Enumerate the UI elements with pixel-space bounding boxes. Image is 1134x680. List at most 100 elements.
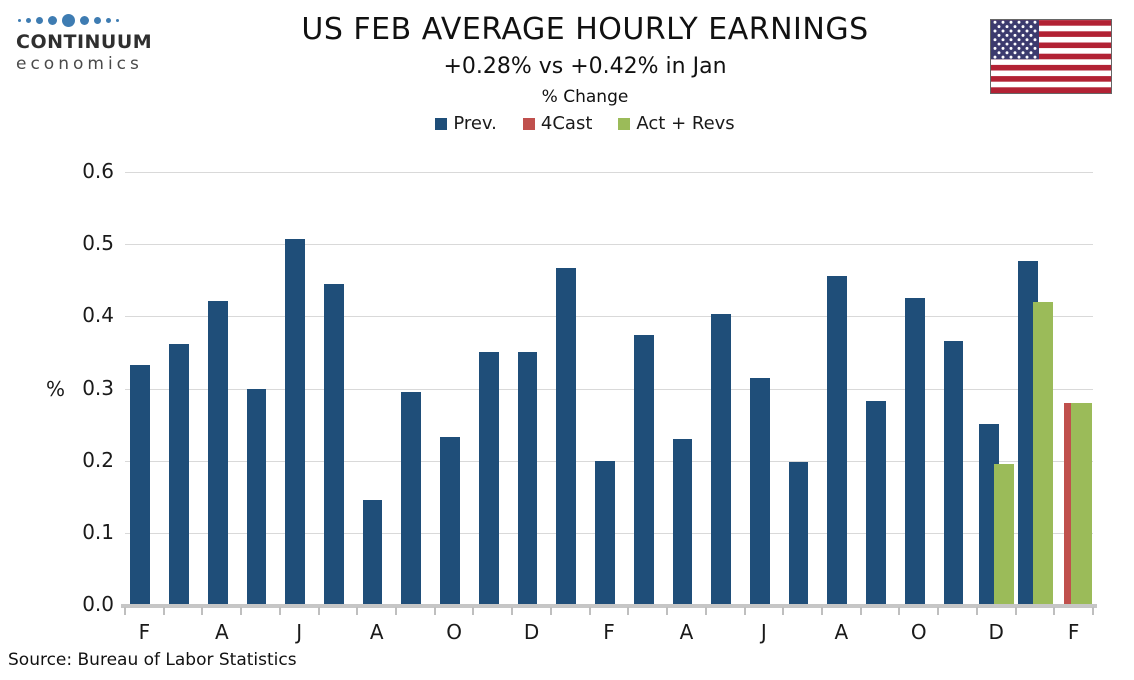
legend-item-4cast: 4Cast: [522, 113, 593, 134]
y-tick-label: 0.6: [82, 159, 114, 183]
bar-prev-17: [788, 462, 809, 605]
x-tick-label: A: [369, 620, 384, 644]
bar-prev-2: [207, 301, 228, 605]
x-tick-mark: [395, 607, 398, 615]
x-tick-mark: [743, 607, 746, 615]
x-tick-mark: [511, 607, 514, 615]
x-tick-mark: [666, 607, 669, 615]
bar-prev-5: [324, 283, 344, 605]
y-tick-label: 0.1: [82, 519, 114, 544]
x-tick-label: J: [760, 620, 767, 644]
y-axis-title: %: [46, 377, 66, 401]
x-tick-label: F: [1067, 620, 1080, 644]
x-tick-mark: [704, 607, 707, 615]
bar-prev-6: [362, 499, 383, 605]
bar-4cast-24: [1063, 402, 1071, 605]
gridline: [125, 244, 1093, 246]
bar-prev-4: [285, 239, 306, 605]
continuum-logo: CONTINUUM economics: [16, 12, 166, 74]
chart-header: US FEB AVERAGE HOURLY EARNINGS +0.28% vs…: [160, 12, 1010, 134]
bar-prev-13: [633, 335, 654, 605]
bar-act-22: [993, 463, 1015, 605]
legend-swatch-prev-icon: [435, 117, 448, 130]
bar-prev-19: [866, 400, 886, 605]
y-tick-label: 0.2: [82, 447, 114, 472]
x-tick-mark: [975, 607, 978, 615]
logo-dot: [48, 15, 57, 25]
x-tick-label: D: [523, 620, 540, 644]
bar-prev-3: [246, 388, 267, 605]
x-tick-mark: [317, 607, 320, 615]
x-tick-label: A: [834, 620, 849, 644]
source-note: Source: Bureau of Labor Statistics: [8, 650, 297, 670]
y-tick-label: 0.5: [82, 231, 114, 256]
bar-prev-20: [904, 298, 925, 605]
x-tick-mark: [782, 607, 785, 615]
bar-prev-11: [556, 267, 577, 605]
x-tick-label: J: [296, 620, 303, 644]
chart-subtitle: +0.28% vs +0.42% in Jan: [443, 54, 727, 79]
logo-dot: [18, 18, 21, 22]
x-tick-label: O: [446, 620, 462, 644]
x-tick-mark: [627, 607, 630, 615]
bar-prev-10: [517, 352, 538, 605]
logo-dot: [36, 16, 43, 24]
x-tick-mark: [1092, 607, 1094, 615]
legend-label-act-revs: Act + Revs: [636, 113, 735, 134]
x-tick-mark: [1053, 607, 1056, 615]
bar-prev-18: [827, 275, 848, 605]
bar-prev-8: [440, 436, 460, 605]
bar-prev-1: [169, 343, 189, 605]
x-tick-mark: [162, 607, 165, 615]
chart-title: US FEB AVERAGE HOURLY EARNINGS: [301, 12, 869, 47]
y-tick-label: 0.0: [82, 592, 114, 616]
x-tick-mark: [472, 607, 475, 615]
x-tick-mark: [898, 607, 901, 615]
y-tick-label: 0.3: [82, 375, 114, 400]
x-tick-mark: [240, 607, 243, 615]
legend-item-act-revs: Act + Revs: [618, 113, 735, 134]
bar-prev-16: [749, 378, 770, 605]
logo-name: CONTINUUM: [16, 31, 153, 53]
legend-label-prev: Prev.: [453, 113, 497, 134]
x-tick-mark: [588, 607, 591, 615]
x-tick-mark: [201, 607, 204, 615]
bar-prev-7: [401, 392, 422, 605]
x-tick-label: A: [214, 620, 229, 644]
bar-act-23: [1032, 301, 1054, 605]
x-tick-mark: [1014, 607, 1017, 615]
bar-prev-15: [711, 314, 731, 605]
gridline: [125, 316, 1093, 318]
logo-dot: [106, 17, 111, 23]
us-flag-icon: [990, 19, 1112, 94]
x-tick-mark: [859, 607, 862, 615]
x-tick-mark: [356, 607, 359, 615]
logo-tagline: economics: [16, 54, 143, 74]
x-axis-line: [121, 604, 1097, 608]
y-tick-label: 0.4: [82, 303, 114, 328]
chart-units-label: % Change: [541, 87, 629, 107]
logo-dot: [62, 13, 75, 27]
x-tick-mark: [820, 607, 823, 615]
legend-item-prev: Prev.: [435, 113, 497, 134]
legend-swatch-4cast-icon: [522, 117, 535, 130]
bar-prev-12: [595, 460, 615, 605]
logo-dot: [116, 18, 119, 22]
legend-swatch-act-revs-icon: [618, 117, 631, 130]
x-tick-label: A: [679, 620, 694, 644]
bar-prev-0: [130, 364, 151, 605]
legend-label-4cast: 4Cast: [540, 113, 593, 134]
chart-legend: Prev. 4Cast Act + Revs: [160, 113, 1010, 134]
logo-dot: [26, 17, 31, 23]
gridline: [125, 172, 1093, 173]
bar-act-24: [1071, 402, 1092, 605]
x-tick-mark: [433, 607, 436, 615]
bar-prev-9: [478, 351, 499, 605]
x-tick-label: F: [603, 620, 615, 644]
logo-dots-icon: [18, 12, 166, 28]
x-tick-label: D: [988, 620, 1004, 644]
logo-dot: [80, 15, 89, 25]
chart-plot-area: [125, 172, 1093, 605]
